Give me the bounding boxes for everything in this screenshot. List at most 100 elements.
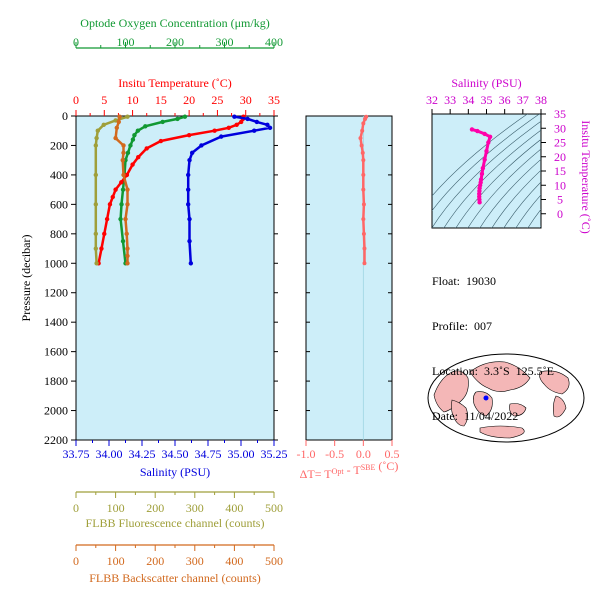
delta-t-data-point — [361, 158, 366, 163]
fluorescence-tick-label: 400 — [225, 501, 243, 515]
ts-temp-tick-label: 10 — [554, 178, 566, 192]
ts-data-point — [487, 134, 493, 139]
float-location: Location: 3.3˚S 125.5˚E — [432, 364, 554, 378]
oxygen-data-point — [160, 119, 165, 125]
ts-density-contour — [455, 138, 541, 228]
ts-density-contour — [479, 158, 541, 228]
backscatter-tick-label: 200 — [146, 554, 164, 568]
salinity-series-line — [186, 115, 273, 264]
oxygen-data-point — [135, 128, 141, 133]
delta-t-data-point — [362, 246, 367, 251]
oxygen-tick-label: 100 — [117, 35, 135, 49]
temperature-data-point — [144, 146, 149, 151]
delta-t-label-part: SBE — [361, 463, 376, 472]
delta-t-label-part: - T — [344, 463, 362, 477]
backscatter-data-point — [124, 231, 129, 237]
delta-t-data-point — [363, 116, 368, 121]
salinity-data-point — [189, 150, 195, 156]
ts-density-contour — [443, 129, 541, 228]
salinity-tick-label: 34.50 — [162, 447, 189, 461]
float-id: Float: 19030 — [432, 274, 497, 288]
backscatter-data-point — [125, 187, 130, 192]
pressure-tick-label: 1400 — [44, 315, 68, 329]
fluorescence-tick-label: 100 — [107, 501, 125, 515]
temperature-data-point — [234, 122, 239, 128]
map-landmass — [553, 395, 567, 418]
temperature-data-point — [186, 132, 192, 138]
ts-density-contour — [432, 114, 540, 212]
delta-t-data-point — [362, 261, 367, 266]
fluorescence-data-point — [94, 261, 99, 266]
salinity-tick-label: 34.00 — [96, 447, 123, 461]
pressure-tick-label: 800 — [50, 227, 68, 241]
delta-t-label-part: Opt — [332, 467, 345, 476]
salinity-data-point — [252, 128, 257, 133]
ts-salinity-tick-label: 35 — [481, 93, 493, 107]
temperature-tick-label: 35 — [268, 93, 280, 107]
pressure-tick-label: 1200 — [44, 286, 68, 300]
oxygen-data-point — [175, 116, 180, 122]
fluorescence-data-point — [93, 202, 99, 207]
fluorescence-tick-label: 200 — [146, 501, 164, 515]
temperature-tick-label: 20 — [183, 93, 195, 107]
oxygen-data-point — [182, 114, 188, 119]
delta-t-data-point — [361, 217, 366, 222]
backscatter-tick-label: 100 — [107, 554, 125, 568]
ts-salinity-tick-label: 34 — [462, 93, 474, 107]
fluorescence-data-point — [94, 135, 99, 141]
delta-t-data-point — [360, 128, 365, 133]
ts-data-point — [479, 171, 485, 177]
ts-density-contour — [432, 120, 541, 228]
temperature-axis-title: Insitu Temperature (˚C) — [118, 76, 232, 90]
delta-t-data-point — [361, 187, 366, 192]
fluorescence-data-point — [93, 231, 99, 237]
oxygen-data-point — [118, 216, 123, 222]
ts-temp-tick-label: 15 — [554, 164, 566, 178]
pressure-tick-label: 2200 — [44, 433, 68, 447]
fluorescence-data-point — [95, 128, 100, 133]
temperature-data-point — [102, 231, 107, 237]
temperature-tick-label: 0 — [73, 93, 79, 107]
salinity-data-point — [245, 116, 250, 122]
salinity-tick-label: 35.00 — [228, 447, 255, 461]
world-map — [427, 353, 585, 443]
pressure-tick-label: 0 — [62, 109, 68, 123]
oxygen-data-point — [120, 238, 126, 244]
temperature-data-point — [136, 155, 141, 160]
ts-salinity-tick-label: 32 — [426, 93, 438, 107]
fluorescence-tick-label: 0 — [73, 501, 79, 515]
delta-t-label-part: (˚C) — [375, 459, 398, 473]
map-landmass — [451, 399, 468, 427]
backscatter-data-point — [116, 119, 121, 125]
ts-data-point — [469, 127, 475, 132]
backscatter-data-point — [123, 216, 128, 222]
ts-density-contour — [467, 148, 541, 228]
oxygen-tick-label: 400 — [265, 35, 283, 49]
temperature-tick-label: 5 — [101, 93, 107, 107]
ts-salinity-tick-label: 33 — [444, 93, 456, 107]
temperature-data-point — [212, 128, 217, 133]
temperature-data-point — [110, 194, 115, 200]
oxygen-data-point — [125, 150, 131, 156]
fluorescence-tick-label: 500 — [265, 501, 283, 515]
delta-t-data-point — [361, 202, 366, 207]
fluorescence-data-point — [101, 122, 106, 128]
delta-t-tick-label: 0.5 — [385, 447, 400, 461]
oxygen-axis-title: Optode Oxygen Concentration (μm/kg) — [80, 16, 269, 30]
delta-t-data-point — [361, 121, 366, 126]
temperature-tick-label: 10 — [127, 93, 139, 107]
oxygen-tick-label: 300 — [216, 35, 234, 49]
oxygen-data-point — [119, 202, 124, 207]
delta-t-label-part: ΔT= T — [300, 467, 333, 481]
ts-data-point — [482, 157, 487, 162]
salinity-data-point — [254, 119, 260, 125]
delta-t-plot-area — [305, 115, 393, 441]
ts-salinity-tick-label: 38 — [535, 93, 547, 107]
backscatter-data-point — [121, 143, 126, 148]
backscatter-data-point — [120, 157, 125, 163]
ts-temp-tick-label: 20 — [554, 150, 566, 164]
salinity-data-point — [199, 143, 204, 148]
ts-data-point — [486, 140, 491, 145]
backscatter-data-point — [117, 114, 122, 119]
temperature-data-point — [99, 246, 104, 251]
